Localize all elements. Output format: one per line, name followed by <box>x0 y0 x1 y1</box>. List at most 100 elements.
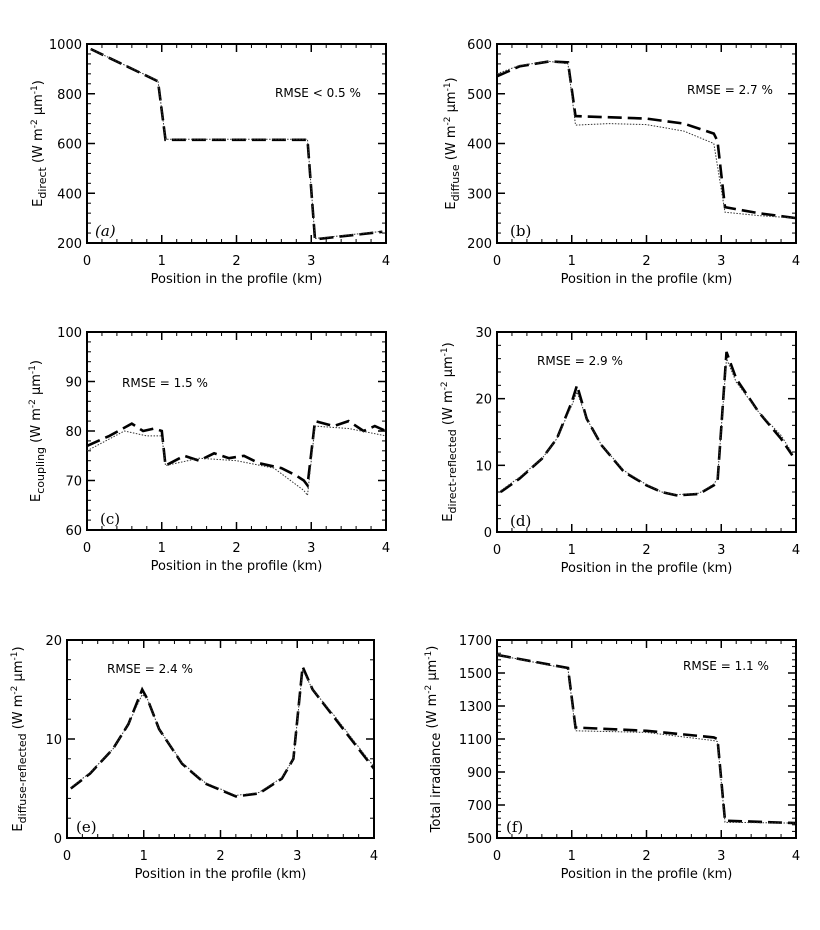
x-tick-label: 2 <box>216 849 224 864</box>
series-line-dashed <box>497 653 796 825</box>
y-title-sub: diffuse <box>449 164 462 201</box>
series-line-dotted <box>70 667 374 796</box>
y-title-sub: direct <box>36 166 49 198</box>
panel-f: 0 1 2 3 4 500 700 900 1100 1300 1500 1700 Position i… <box>424 634 800 882</box>
y-title-unit: (W m <box>31 128 46 167</box>
y-title-exp1: -2 <box>28 399 38 408</box>
x-tick-label: 2 <box>642 543 650 558</box>
y-axis-title: Ediffuse (W m-2 μm-1) <box>443 77 462 209</box>
y-title-close: ) <box>11 646 26 651</box>
y-title-base: E <box>31 199 46 207</box>
y-tick-label: 400 <box>57 187 82 202</box>
x-tick-label: 2 <box>232 541 240 556</box>
y-tick-label: 30 <box>475 326 492 341</box>
y-tick-label: 90 <box>65 376 82 391</box>
y-axis-title: Ecoupling (W m-2 μm-1) <box>28 360 47 502</box>
y-axis-title: Ediffuse-reflected (W m-2 μm-1) <box>10 646 29 831</box>
x-axis-title: Position in the profile (km) <box>151 559 323 574</box>
x-tick-label: 1 <box>158 541 166 556</box>
x-tick-label: 0 <box>493 849 501 864</box>
y-tick-label: 300 <box>467 187 492 202</box>
series-line-dashed <box>87 419 386 489</box>
y-tick-label: 1500 <box>459 667 492 682</box>
y-title-unit2: μm <box>441 356 456 381</box>
y-title-unit2: μm <box>444 91 459 116</box>
series-line-dotted <box>87 425 386 497</box>
y-title-sub: diffuse-reflected <box>16 733 29 823</box>
x-tick-label: 4 <box>792 254 800 269</box>
y-tick-label: 0 <box>484 526 492 541</box>
series-line-dotted <box>500 358 793 496</box>
x-tick-label: 3 <box>307 254 315 269</box>
y-tick-label: 1000 <box>49 38 82 53</box>
x-tick-label: 0 <box>83 254 91 269</box>
y-title-unit2: μm <box>29 374 44 399</box>
y-title-exp2: -1 <box>443 82 453 91</box>
rmse-annotation: RMSE = 2.9 % <box>537 354 623 368</box>
x-axis-title: Position in the profile (km) <box>561 867 733 882</box>
x-tick-label: 3 <box>717 543 725 558</box>
y-tick-label: 200 <box>57 237 82 252</box>
plot-frame <box>86 331 387 531</box>
panel-label: (d) <box>510 512 531 530</box>
y-axis-title: Edirect (W m-2 μm-1) <box>30 80 49 207</box>
y-title-exp2: -1 <box>424 651 434 660</box>
y-title-exp1: -2 <box>424 685 434 694</box>
y-title-unit: (W m <box>11 695 26 734</box>
y-tick-label: 600 <box>467 38 492 53</box>
y-title-unit2: μm <box>11 661 26 686</box>
x-axis-title: Position in the profile (km) <box>135 867 307 882</box>
rmse-annotation: RMSE < 0.5 % <box>275 86 361 100</box>
y-title-unit: (W m <box>444 125 459 164</box>
series-line-dashed <box>499 351 794 497</box>
y-title-exp2: -1 <box>10 652 20 661</box>
y-title-close: ) <box>441 342 456 347</box>
y-title-unit: (W m <box>29 408 44 447</box>
y-title-sub: coupling <box>34 447 47 494</box>
x-tick-label: 1 <box>158 254 166 269</box>
x-tick-label: 0 <box>493 543 501 558</box>
rmse-annotation: RMSE = 1.5 % <box>122 376 208 390</box>
y-title-exp2: -1 <box>30 85 40 94</box>
y-title-unit: (W m <box>441 390 456 429</box>
rmse-annotation: RMSE = 2.4 % <box>107 662 193 676</box>
y-tick-label: 10 <box>45 733 62 748</box>
y-tick-label: 10 <box>475 459 492 474</box>
y-axis-title: Edirect-reflected (W m-2 μm-1) <box>440 342 459 521</box>
x-tick-label: 1 <box>568 254 576 269</box>
y-tick-label: 800 <box>57 88 82 103</box>
x-axis-title: Position in the profile (km) <box>151 272 323 287</box>
x-tick-label: 1 <box>568 849 576 864</box>
y-title-exp1: -2 <box>10 686 20 695</box>
series-line-dotted <box>90 48 383 240</box>
y-title-unit2: μm <box>425 660 440 685</box>
x-tick-label: 1 <box>568 543 576 558</box>
y-tick-label: 20 <box>45 634 62 649</box>
panel-label: (f) <box>506 818 523 836</box>
x-tick-label: 4 <box>370 849 378 864</box>
x-tick-label: 4 <box>382 541 390 556</box>
x-tick-label: 3 <box>307 541 315 556</box>
y-title-close: ) <box>29 360 44 365</box>
y-title-exp2: -1 <box>440 347 450 356</box>
y-title-base: Total irradiance <box>429 733 444 834</box>
x-tick-label: 4 <box>382 254 390 269</box>
y-tick-label: 20 <box>475 393 492 408</box>
y-title-close: ) <box>444 77 459 82</box>
y-tick-label: 100 <box>57 326 82 341</box>
x-tick-label: 0 <box>63 849 71 864</box>
panel-label: (c) <box>100 510 120 528</box>
x-tick-label: 2 <box>232 254 240 269</box>
y-title-unit: (W m <box>425 694 440 733</box>
panel-label: (b) <box>510 222 531 240</box>
x-tick-label: 0 <box>83 541 91 556</box>
y-title-sub: direct-reflected <box>446 429 459 513</box>
panel-c: 0 1 2 3 4 60 70 80 90 100 Position in the profile … <box>28 326 390 574</box>
y-title-exp2: -1 <box>28 365 38 374</box>
rmse-annotation: RMSE = 2.7 % <box>687 83 773 97</box>
plot-frame <box>86 43 387 244</box>
x-tick-label: 4 <box>792 543 800 558</box>
series-line-dotted <box>497 60 796 219</box>
x-tick-label: 3 <box>293 849 301 864</box>
series-line-dotted <box>497 654 796 824</box>
